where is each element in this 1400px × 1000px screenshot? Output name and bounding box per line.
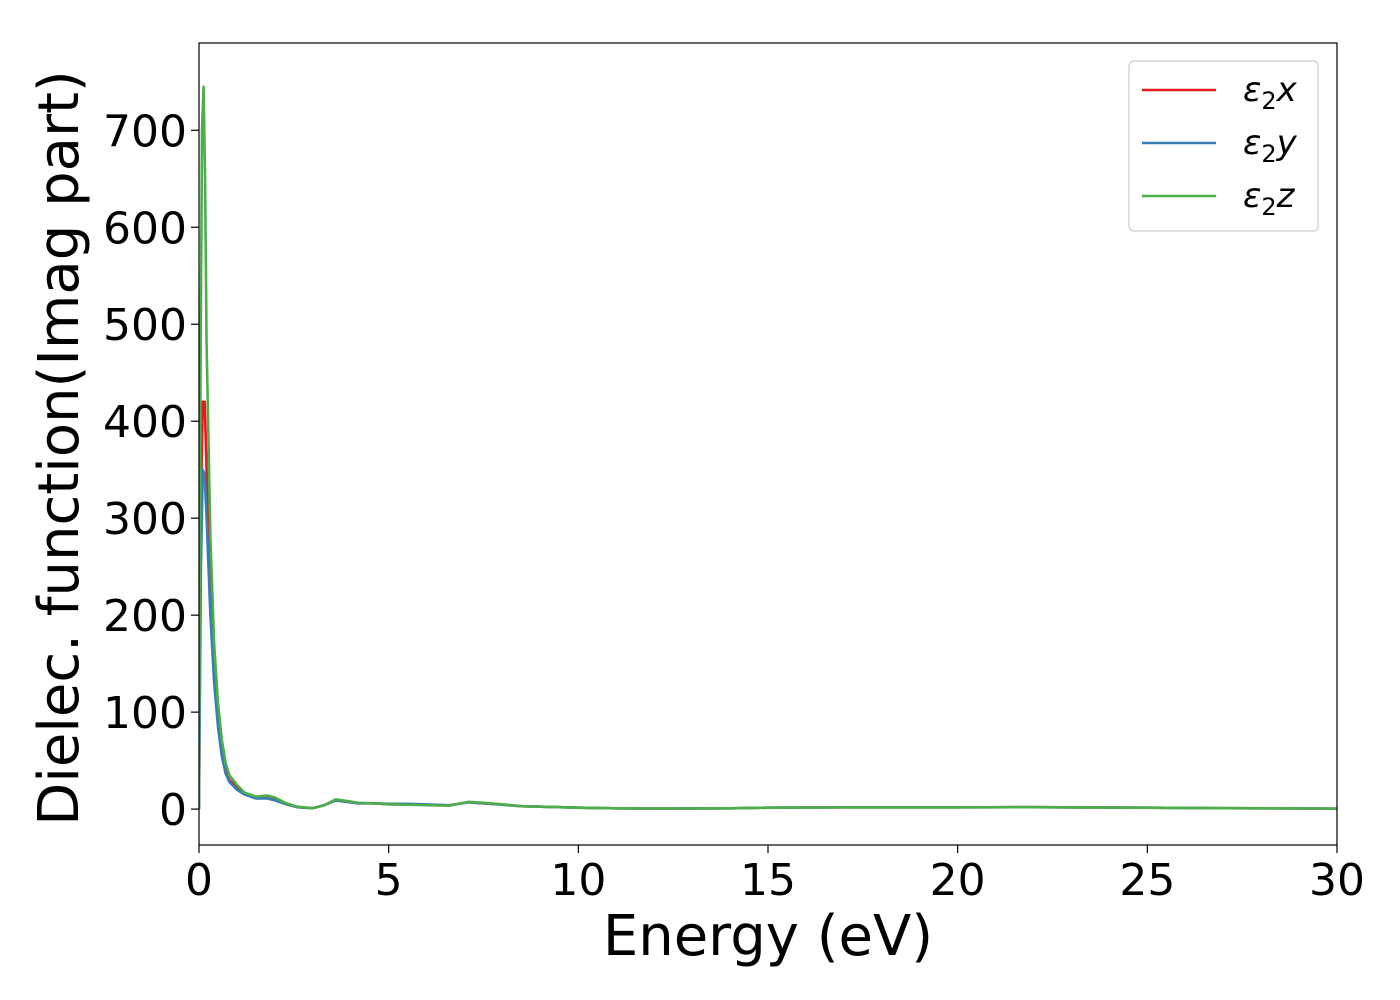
x-tick-label: 10 [550,855,606,906]
y-tick-label: 200 [103,591,187,642]
legend: ε2x ε2y ε2z [1128,60,1319,232]
x-tick-label: 20 [930,855,986,906]
y-tick-label: 300 [103,494,187,545]
y-tick-label: 700 [103,106,187,157]
x-tick-label: 30 [1309,855,1365,906]
x-tick-label: 0 [185,855,213,906]
legend-label: ε2z [1243,176,1296,221]
y-tick-label: 600 [103,203,187,254]
legend-box [1128,60,1319,232]
x-tick-label: 25 [1119,855,1175,906]
x-axis-title: Energy (eV) [603,904,933,969]
x-tick-label: 15 [740,855,796,906]
x-axis: 0 5 10 15 20 25 30 [185,845,1365,906]
legend-label: ε2x [1243,70,1298,115]
y-axis-title: Dielec. function(Imag part) [27,70,92,826]
y-tick-label: 0 [159,785,187,836]
legend-label: ε2y [1243,123,1298,168]
series-line-z [199,85,1337,810]
y-tick-label: 100 [103,688,187,739]
y-axis: 0 100 200 300 400 500 600 700 [103,106,199,836]
series-layer [199,85,1337,810]
y-tick-label: 500 [103,300,187,351]
x-tick-label: 5 [375,855,403,906]
y-tick-label: 400 [103,397,187,448]
